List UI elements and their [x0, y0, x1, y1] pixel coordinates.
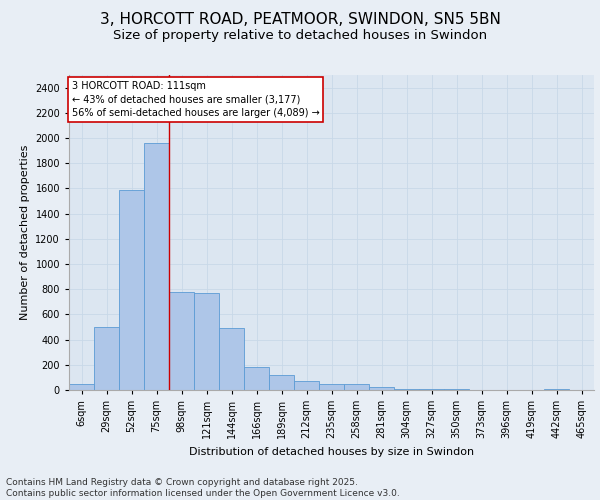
Bar	[169, 292, 194, 390]
Bar	[194, 293, 219, 390]
Bar	[244, 366, 269, 390]
Bar	[394, 388, 419, 390]
Bar	[119, 190, 144, 390]
Bar	[94, 327, 119, 390]
Bar	[444, 388, 469, 390]
Bar	[344, 384, 369, 390]
Bar	[294, 381, 319, 390]
Text: Size of property relative to detached houses in Swindon: Size of property relative to detached ho…	[113, 29, 487, 42]
Text: 3 HORCOTT ROAD: 111sqm
← 43% of detached houses are smaller (3,177)
56% of semi-: 3 HORCOTT ROAD: 111sqm ← 43% of detached…	[71, 82, 319, 118]
Text: Contains HM Land Registry data © Crown copyright and database right 2025.
Contai: Contains HM Land Registry data © Crown c…	[6, 478, 400, 498]
Bar	[319, 384, 344, 390]
Text: 3, HORCOTT ROAD, PEATMOOR, SWINDON, SN5 5BN: 3, HORCOTT ROAD, PEATMOOR, SWINDON, SN5 …	[100, 12, 500, 28]
Bar	[544, 388, 569, 390]
Bar	[69, 384, 94, 390]
X-axis label: Distribution of detached houses by size in Swindon: Distribution of detached houses by size …	[189, 446, 474, 456]
Bar	[419, 388, 444, 390]
Bar	[369, 388, 394, 390]
Bar	[219, 328, 244, 390]
Y-axis label: Number of detached properties: Number of detached properties	[20, 145, 29, 320]
Bar	[269, 375, 294, 390]
Bar	[144, 143, 169, 390]
